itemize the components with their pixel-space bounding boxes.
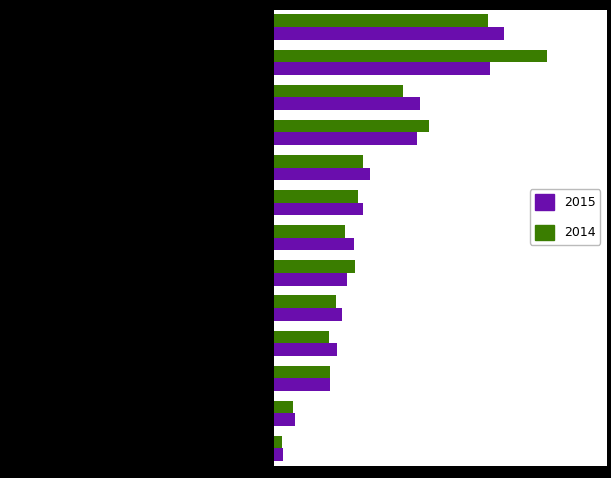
Bar [274,27,504,40]
Bar [274,448,283,461]
Bar [274,50,547,62]
Bar [274,436,282,448]
Bar [274,203,363,215]
Bar [274,378,330,391]
Bar [274,330,329,343]
Bar [274,85,403,98]
Bar [274,295,336,308]
Bar [274,366,330,378]
Legend: 2015, 2014: 2015, 2014 [530,189,601,245]
Bar [274,308,342,321]
Bar [274,413,295,426]
Bar [274,98,420,110]
Bar [274,225,345,238]
Bar [274,168,370,180]
Bar [274,261,354,273]
Bar [274,343,337,356]
Bar [274,62,490,75]
Bar [274,238,354,250]
Bar [274,120,429,132]
Bar [274,155,363,168]
Bar [274,190,359,203]
Bar [274,401,293,413]
Bar [274,14,488,27]
Bar [274,273,346,285]
Bar [274,132,417,145]
